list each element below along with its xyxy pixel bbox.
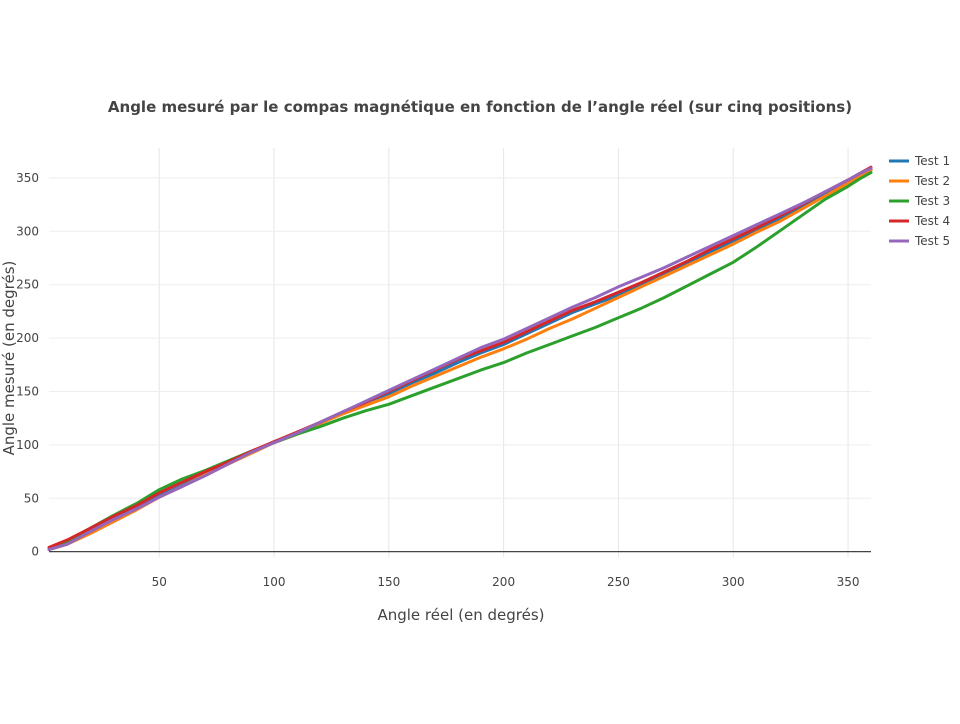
y-tick-label: 50 — [24, 491, 39, 505]
x-tick-label: 50 — [152, 575, 167, 589]
x-tick-label: 300 — [722, 575, 745, 589]
x-tick-label: 250 — [607, 575, 630, 589]
y-tick-label: 150 — [16, 384, 39, 398]
y-axis-title: Angle mesuré (en degrés) — [0, 261, 18, 456]
x-tick-label: 100 — [263, 575, 286, 589]
x-tick-label: 150 — [377, 575, 400, 589]
axis-layer: 50 100 150 200 250 300 350 0 50 100 150 200 250 300 35… — [16, 171, 871, 589]
grid-layer — [49, 148, 871, 557]
series-line-test-3 — [47, 171, 873, 551]
y-tick-label: 300 — [16, 224, 39, 238]
legend-label-test-2: Test 2 — [914, 174, 950, 188]
y-tick-label: 350 — [16, 171, 39, 185]
y-tick-label: 0 — [31, 545, 39, 559]
chart-title: Angle mesuré par le compas magnétique en… — [108, 98, 852, 116]
legend-label-test-4: Test 4 — [914, 214, 950, 228]
legend: Test 1 Test 2 Test 3 Test 4 Test 5 — [889, 154, 950, 248]
series-line-test-4 — [47, 165, 873, 549]
series-line-test-5 — [47, 166, 873, 551]
legend-label-test-3: Test 3 — [914, 194, 950, 208]
y-tick-label: 250 — [16, 278, 39, 292]
y-tick-label: 100 — [16, 438, 39, 452]
x-tick-label: 200 — [492, 575, 515, 589]
y-tick-label: 200 — [16, 331, 39, 345]
legend-label-test-5: Test 5 — [914, 234, 950, 248]
legend-label-test-1: Test 1 — [914, 154, 950, 168]
x-tick-label: 350 — [837, 575, 860, 589]
x-axis-title: Angle réel (en degrés) — [377, 606, 544, 624]
series-layer — [47, 165, 873, 551]
